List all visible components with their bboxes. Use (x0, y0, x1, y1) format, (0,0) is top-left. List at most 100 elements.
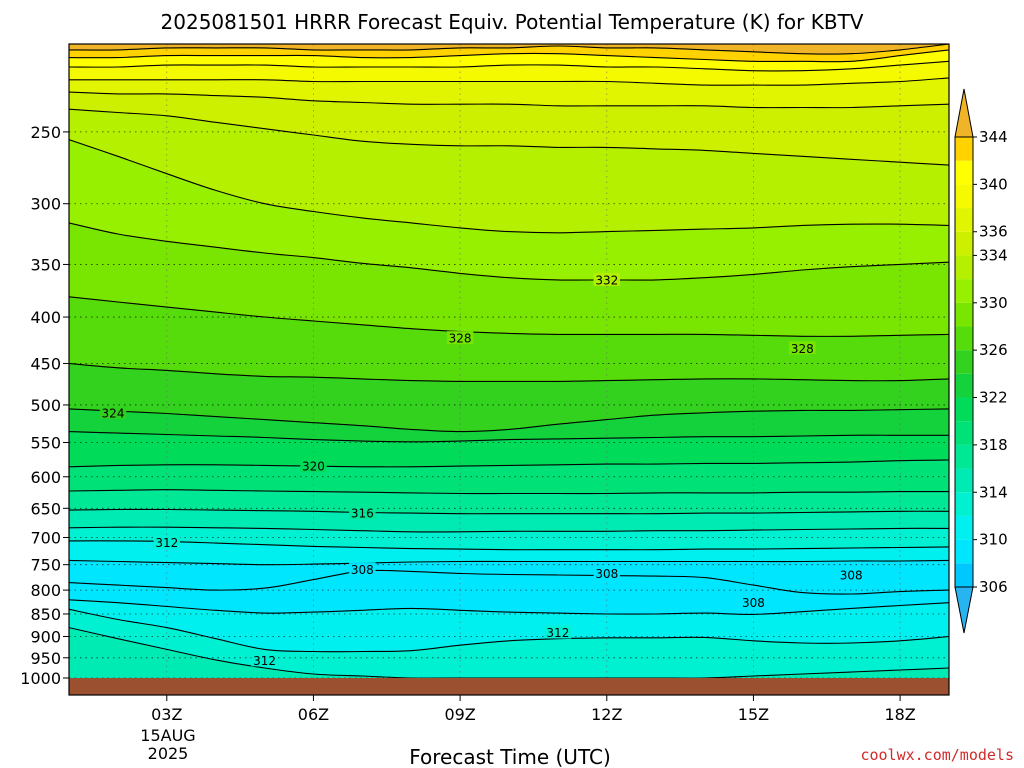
colorbar-swatch-316 (955, 444, 973, 469)
contour-label-bg (446, 331, 474, 345)
contour-line-338 (69, 77, 949, 86)
colorbar-label-344: 344 (979, 128, 1008, 146)
contour-line-312 (69, 608, 949, 653)
contour-line-318 (69, 489, 949, 495)
contour-line-310 (69, 599, 949, 615)
colorbar-swatch-330 (955, 279, 973, 303)
y-tick-label-700: 700 (30, 528, 61, 547)
colorbar-swatch-336 (955, 208, 973, 232)
y-tick-label-1000: 1000 (20, 669, 61, 688)
x-axis: 03Z 06Z 09Z 12Z 15Z 18Z (151, 695, 916, 724)
band-fill-bottom (69, 627, 949, 678)
y-axis: 250 300 350 400 450 500 550 600 650 700 750 800 850 9… (20, 123, 69, 688)
contour-label-312: 312 (251, 653, 278, 668)
contour-label-text: 316 (351, 507, 374, 521)
colorbar-label-334: 334 (979, 246, 1008, 264)
colorbar-label-310: 310 (979, 531, 1008, 549)
contour-line-324 (69, 408, 949, 433)
contour-label-bg (837, 568, 865, 582)
colorbar-swatch-306 (955, 563, 973, 587)
contour-label-text: 320 (302, 460, 325, 474)
y-tick-label-400: 400 (30, 308, 61, 327)
contour-label-text: 328 (791, 342, 814, 356)
contour-label-bg (349, 562, 376, 576)
contour-label-bg (300, 459, 327, 473)
date-label-year: 2025 (148, 744, 189, 763)
colorbar: 306 310 314 318 322 326 330 334 336 340 344 (954, 88, 1008, 634)
contour-label-bg (99, 405, 127, 419)
x-tick-label-09Z: 09Z (444, 705, 475, 724)
contour-lines (69, 44, 949, 678)
colorbar-label-322: 322 (979, 389, 1008, 407)
y-tick-label-500: 500 (30, 396, 61, 415)
contour-line-330 (69, 222, 949, 281)
contour-label-332: 332 (593, 272, 621, 287)
contour-label-text: 312 (253, 654, 276, 668)
contour-label-bg (593, 272, 621, 286)
x-tick-label-03Z: 03Z (151, 705, 182, 724)
colorbar-swatch-332 (955, 255, 973, 280)
contour-label-bg (544, 625, 572, 639)
terrain-ground-strip (69, 678, 949, 695)
colorbar-label-306: 306 (979, 578, 1008, 596)
contour-line-334 (69, 108, 949, 166)
contour-label-text: 308 (742, 596, 765, 610)
colorbar-swatch-328 (955, 302, 973, 327)
x-tick-label-15Z: 15Z (738, 705, 769, 724)
y-tick-label-250: 250 (30, 123, 61, 142)
x-tick-label-12Z: 12Z (591, 705, 622, 724)
y-tick-label-450: 450 (30, 354, 61, 373)
x-tick-label-06Z: 06Z (298, 705, 329, 724)
colorbar-swatch-320 (955, 397, 973, 422)
contour-label-text: 308 (595, 567, 618, 581)
contour-label-312: 312 (153, 535, 181, 550)
y-tick-label-350: 350 (30, 255, 61, 274)
contour-label-text: 308 (840, 569, 863, 583)
colorbar-frame (954, 136, 974, 588)
y-tick-label-750: 750 (30, 556, 61, 575)
contour-label-320: 320 (300, 459, 327, 474)
colorbar-swatch-312 (955, 492, 973, 516)
contour-line-328 (69, 296, 949, 337)
y-tick-label-600: 600 (30, 468, 61, 487)
colorbar-label-340: 340 (979, 175, 1008, 193)
contour-label-308: 308 (349, 562, 376, 577)
chart-title: 2025081501 HRRR Forecast Equiv. Potentia… (161, 10, 864, 34)
contour-line-332 (69, 139, 949, 234)
contour-line-312 (69, 540, 949, 551)
contour-line-320 (69, 459, 949, 468)
date-label-day: 15AUG (140, 726, 195, 745)
y-tick-label-850: 850 (30, 605, 61, 624)
contour-label-312: 312 (544, 625, 572, 640)
colorbar-swatch-340 (955, 160, 973, 185)
colorbar-swatch-334 (955, 231, 973, 256)
y-tick-label-950: 950 (30, 649, 61, 668)
contour-label-308: 308 (740, 595, 767, 610)
y-tick-label-300: 300 (30, 195, 61, 214)
contour-label-text: 312 (546, 626, 569, 640)
credit-text: coolwx.com/models (860, 746, 1014, 764)
contour-line-336 (69, 91, 949, 109)
contour-label-bg (789, 341, 816, 355)
contour-line-308 (69, 569, 949, 595)
contour-line-316 (69, 508, 949, 515)
contour-label-328: 328 (446, 331, 474, 346)
contour-label-bg (153, 535, 181, 549)
contour-line-340 (69, 60, 949, 72)
y-tick-label-900: 900 (30, 627, 61, 646)
contour-label-bg (740, 595, 767, 609)
colorbar-swatch-318 (955, 421, 973, 445)
contour-label-324: 324 (99, 405, 127, 420)
contour-label-bg (593, 566, 621, 580)
contour-line-322 (69, 431, 949, 443)
colorbar-swatch-308 (955, 539, 973, 564)
colorbar-swatch-342 (955, 137, 973, 161)
contour-line-310 (69, 559, 949, 566)
contour-line-342 (69, 49, 949, 63)
colorbar-swatch-326 (955, 326, 973, 351)
colorbar-swatch-338 (955, 184, 973, 209)
colorbar-swatch-322 (955, 373, 973, 398)
contour-line-326 (69, 362, 949, 383)
colorbar-label-336: 336 (979, 223, 1008, 241)
